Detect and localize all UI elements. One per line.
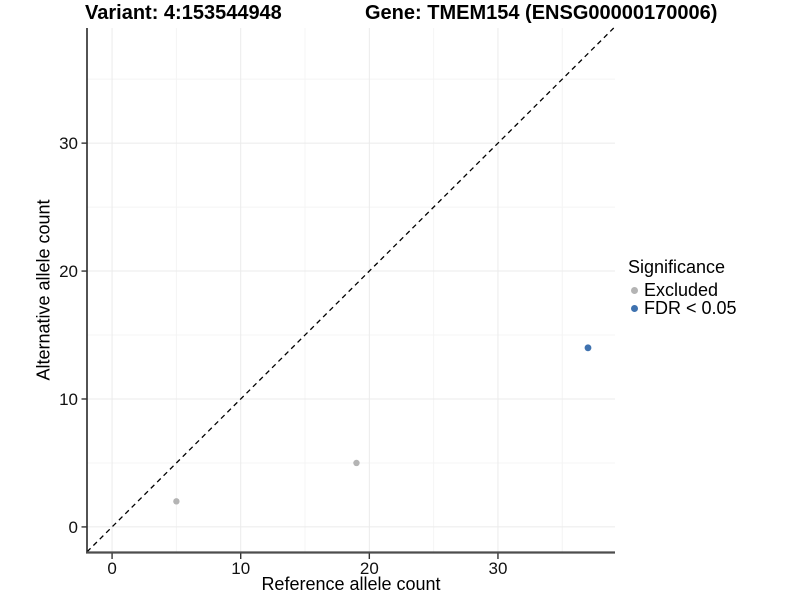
y-tick-label: 0	[69, 518, 78, 537]
legend-title: Significance	[628, 257, 726, 277]
data-point-excluded	[353, 459, 360, 467]
x-tick-label: 20	[360, 559, 379, 578]
identity-line	[86, 27, 615, 553]
legend-key-dot	[631, 286, 638, 294]
legend-entry-label: Excluded	[644, 280, 719, 300]
x-tick-label: 0	[107, 559, 116, 578]
y-tick-label: 20	[59, 262, 78, 281]
y-tick-label: 30	[59, 134, 78, 153]
y-axis-title: Alternative allele count	[33, 199, 54, 381]
data-point-excluded	[173, 498, 180, 505]
x-axis-title: Reference allele count	[261, 574, 441, 594]
legend-entry: Excluded	[628, 281, 737, 299]
legend-key-dot	[631, 304, 638, 312]
legend-entry: FDR < 0.05	[628, 299, 737, 317]
y-tick-label: 10	[59, 390, 78, 409]
panel-background	[87, 28, 615, 553]
gene-title: Gene: TMEM154 (ENSG00000170006)	[365, 2, 718, 24]
data-point-fdr-0-05	[584, 344, 592, 352]
x-tick-label: 10	[231, 559, 250, 578]
variant-title: Variant: 4:153544948	[85, 2, 282, 24]
legend-entries: Excluded FDR < 0.05	[628, 281, 737, 317]
x-tick-label: 30	[488, 559, 507, 578]
legend: Significance Excluded FDR < 0.05	[628, 256, 737, 317]
legend-entry-label: FDR < 0.05	[644, 298, 737, 318]
